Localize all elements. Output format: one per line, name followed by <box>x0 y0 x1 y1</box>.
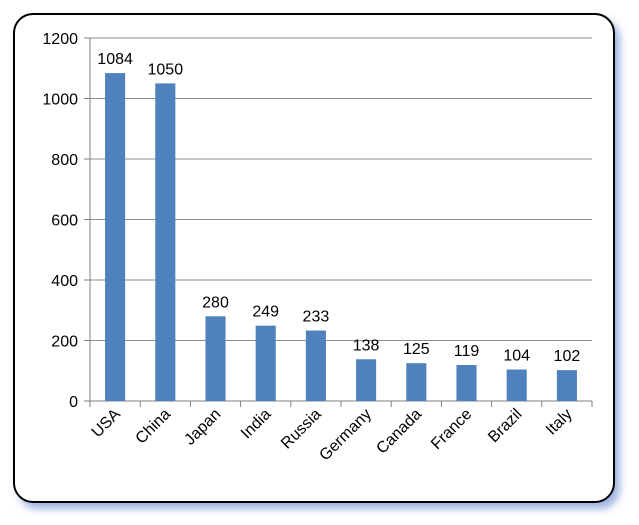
x-category-label: Canada <box>373 406 425 458</box>
bar-india <box>255 325 276 401</box>
x-category-label: Russia <box>278 406 325 453</box>
x-category-label: France <box>428 406 475 453</box>
bar-china <box>155 83 176 401</box>
y-tick-label: 1000 <box>42 92 78 109</box>
bar-brazil <box>506 369 527 401</box>
axes <box>84 37 593 407</box>
bar-germany <box>356 359 377 401</box>
x-category-label: Italy <box>543 406 576 439</box>
y-tick-label: 800 <box>51 152 78 169</box>
bars <box>105 73 577 401</box>
bar-japan <box>205 316 226 401</box>
x-category-label: Brazil <box>485 406 525 446</box>
data-label: 104 <box>503 348 530 365</box>
x-category-label: Japan <box>181 406 224 449</box>
data-label: 1050 <box>148 61 184 78</box>
data-label: 1084 <box>97 51 133 68</box>
x-category-label: Germany <box>316 406 375 465</box>
y-tick-label: 1200 <box>42 31 78 48</box>
data-label: 138 <box>353 337 380 354</box>
y-tick-label: 400 <box>51 273 78 290</box>
bar-france <box>456 365 477 401</box>
y-tick-label: 0 <box>69 394 78 411</box>
data-label: 233 <box>303 309 330 326</box>
data-label: 249 <box>252 304 279 321</box>
bar-canada <box>406 363 427 401</box>
data-label: 125 <box>403 341 430 358</box>
bar-russia <box>305 330 326 401</box>
bar-italy <box>556 370 577 401</box>
x-category-label: India <box>238 406 275 443</box>
data-label: 119 <box>454 343 480 360</box>
bar-usa <box>105 73 126 401</box>
x-category-label: China <box>133 406 175 448</box>
y-tick-label: 200 <box>51 334 78 351</box>
data-label: 102 <box>554 348 581 365</box>
x-category-label: USA <box>89 406 125 442</box>
y-tick-label: 600 <box>51 213 78 230</box>
data-label: 280 <box>202 294 229 311</box>
